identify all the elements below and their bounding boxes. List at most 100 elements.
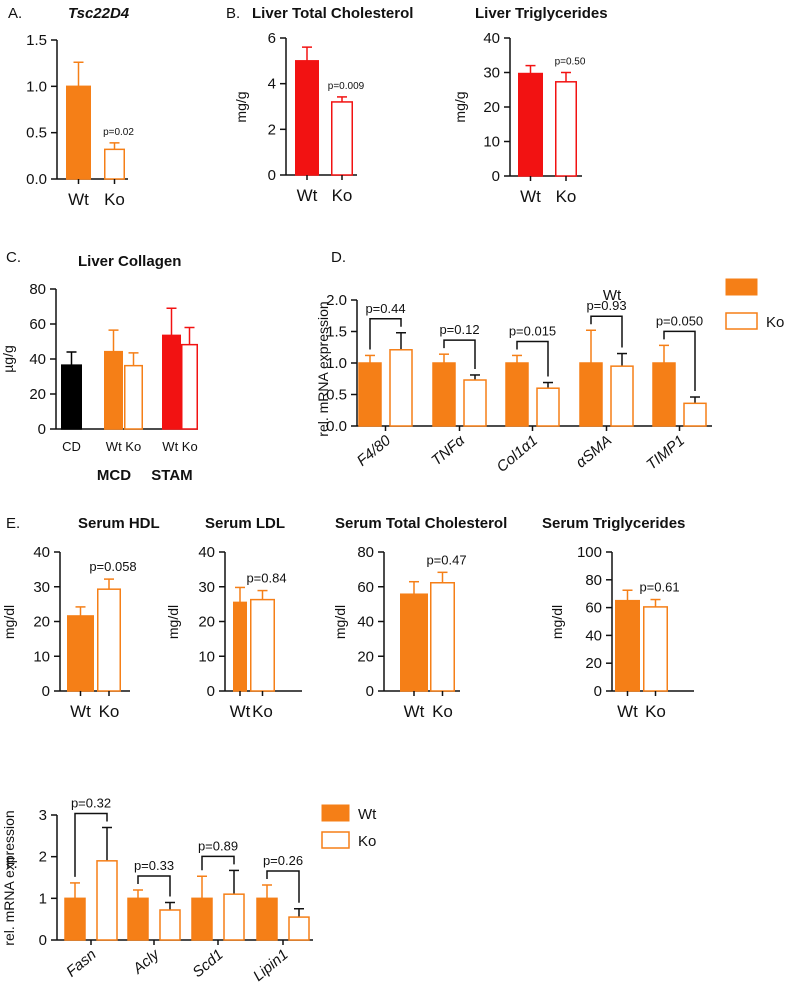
chart-E4: 0 20 40 60 80 100 Serum Triglycerides mg/dl Wt Ko… (542, 515, 694, 721)
y-tick-label: 20 (585, 655, 602, 672)
y-tick-label: 1.0 (326, 355, 347, 372)
y-tick-label: 20 (198, 614, 215, 631)
y-tick-label: 40 (357, 614, 374, 631)
x-tick-label: Ko (556, 187, 577, 206)
bar (66, 85, 91, 180)
y-tick-label: 80 (357, 544, 374, 561)
x-tick-label: Lipin1 (250, 946, 292, 985)
chart-title: Serum Triglycerides (542, 515, 685, 532)
bar (250, 598, 275, 692)
bar (400, 593, 428, 692)
bar (104, 148, 125, 180)
y-tick-label: 20 (33, 614, 50, 631)
bar-wt (64, 897, 86, 941)
y-tick-label: 10 (198, 648, 215, 665)
bar (67, 615, 94, 692)
y-tick-label: 60 (29, 316, 46, 333)
panel-label: F. (6, 855, 18, 872)
y-tick-label: 2 (39, 849, 47, 866)
x-tick-label: Wt (230, 702, 251, 721)
bar-ko (389, 349, 413, 427)
p-value-annotation: p=0.47 (426, 552, 466, 567)
y-tick-label: 0 (42, 683, 50, 700)
y-tick-label: 0.0 (326, 418, 347, 435)
y-tick-label: 2.0 (326, 292, 347, 309)
x-tick-label: Wt (617, 702, 638, 721)
x-tick-label: Fasn (63, 946, 99, 980)
bar-ko (536, 387, 560, 427)
panel-label: D. (331, 249, 346, 266)
panel-label: B. (226, 5, 240, 22)
x-tick-label: αSMA (573, 432, 615, 471)
y-tick-label: 40 (585, 627, 602, 644)
y-tick-label: 0.0 (26, 171, 47, 188)
y-tick-label: 80 (29, 281, 46, 298)
bar-wt (256, 897, 278, 941)
y-tick-label: 60 (585, 600, 602, 617)
bar-wt (652, 362, 676, 427)
group-label: MCD (97, 467, 131, 484)
chart-title: Liver Triglycerides (475, 5, 608, 22)
y-axis-label: mg/g (452, 91, 468, 122)
bar (124, 364, 143, 430)
bar (104, 350, 123, 430)
y-tick-label: 10 (33, 648, 50, 665)
bar-ko (683, 402, 707, 427)
bar (162, 334, 181, 430)
bar-ko (96, 860, 118, 941)
panel-label: C. (6, 249, 21, 266)
y-tick-label: 40 (198, 544, 215, 561)
panel-label: A. (8, 5, 22, 22)
chart-E2: 0 10 20 30 40 Serum LDL mg/dl Wt Ko p=0.84 (165, 515, 302, 721)
significance-bracket (590, 315, 623, 348)
y-tick-label: 1 (39, 890, 47, 907)
bar-ko (288, 916, 310, 941)
p-value-annotation: p=0.058 (89, 559, 136, 574)
y-axis-label: rel. mRNA expression (1, 810, 17, 945)
y-tick-label: 60 (357, 579, 374, 596)
bar-wt (358, 362, 382, 427)
bar-wt (127, 897, 149, 941)
y-axis-label: mg/dl (1, 605, 17, 639)
bar (555, 81, 577, 177)
y-tick-label: 0 (492, 168, 500, 185)
bar (518, 72, 543, 177)
legend-swatch-ko (321, 831, 350, 849)
x-tick-label: Wt Ko (162, 439, 197, 454)
x-tick-label: Wt (297, 186, 318, 205)
x-tick-label: CD (62, 439, 81, 454)
bar-wt (191, 897, 213, 941)
legend-label-wt: Wt (358, 806, 377, 823)
y-axis-label: mg/dl (549, 605, 565, 639)
chart-title: Liver Total Cholesterol (252, 5, 413, 22)
y-tick-label: 100 (577, 544, 602, 561)
bar (97, 588, 121, 692)
legend-label-wt: Wt (603, 287, 622, 304)
p-value-annotation: p=0.61 (639, 580, 679, 595)
legend-label-ko: Ko (766, 314, 784, 331)
y-tick-label: 0.5 (26, 125, 47, 142)
p-value-annotation: p=0.015 (509, 323, 556, 338)
y-axis-label: mg/dl (165, 605, 181, 639)
y-tick-label: 6 (268, 30, 276, 47)
p-value-annotation: p=0.93 (586, 298, 626, 313)
p-value-annotation: p=0.44 (365, 301, 405, 316)
chart-C: 0 20 40 60 80 C. Liver Collagen µg/g CD Wt Ko Wt K… (0, 249, 198, 484)
significance-bracket (369, 318, 402, 350)
x-tick-label: Ko (252, 702, 273, 721)
legend-label-ko: Ko (358, 833, 376, 850)
p-value-annotation: p=0.84 (246, 571, 286, 586)
chart-E3: 0 20 40 60 80 Serum Total Cholesterol mg/dl Wt K… (332, 515, 507, 721)
y-tick-label: 40 (29, 351, 46, 368)
y-tick-label: 0 (268, 167, 276, 184)
x-tick-label: TIMP1 (643, 432, 688, 473)
y-tick-label: 1.0 (26, 78, 47, 95)
p-value-annotation: p=0.050 (656, 313, 703, 328)
bar-wt (432, 362, 456, 427)
y-tick-label: 40 (33, 544, 50, 561)
p-value-annotation: p=0.89 (198, 838, 238, 853)
legend-F: Wt Ko (321, 804, 377, 850)
chart-title: Serum HDL (78, 515, 160, 532)
bar-ko (463, 379, 487, 427)
